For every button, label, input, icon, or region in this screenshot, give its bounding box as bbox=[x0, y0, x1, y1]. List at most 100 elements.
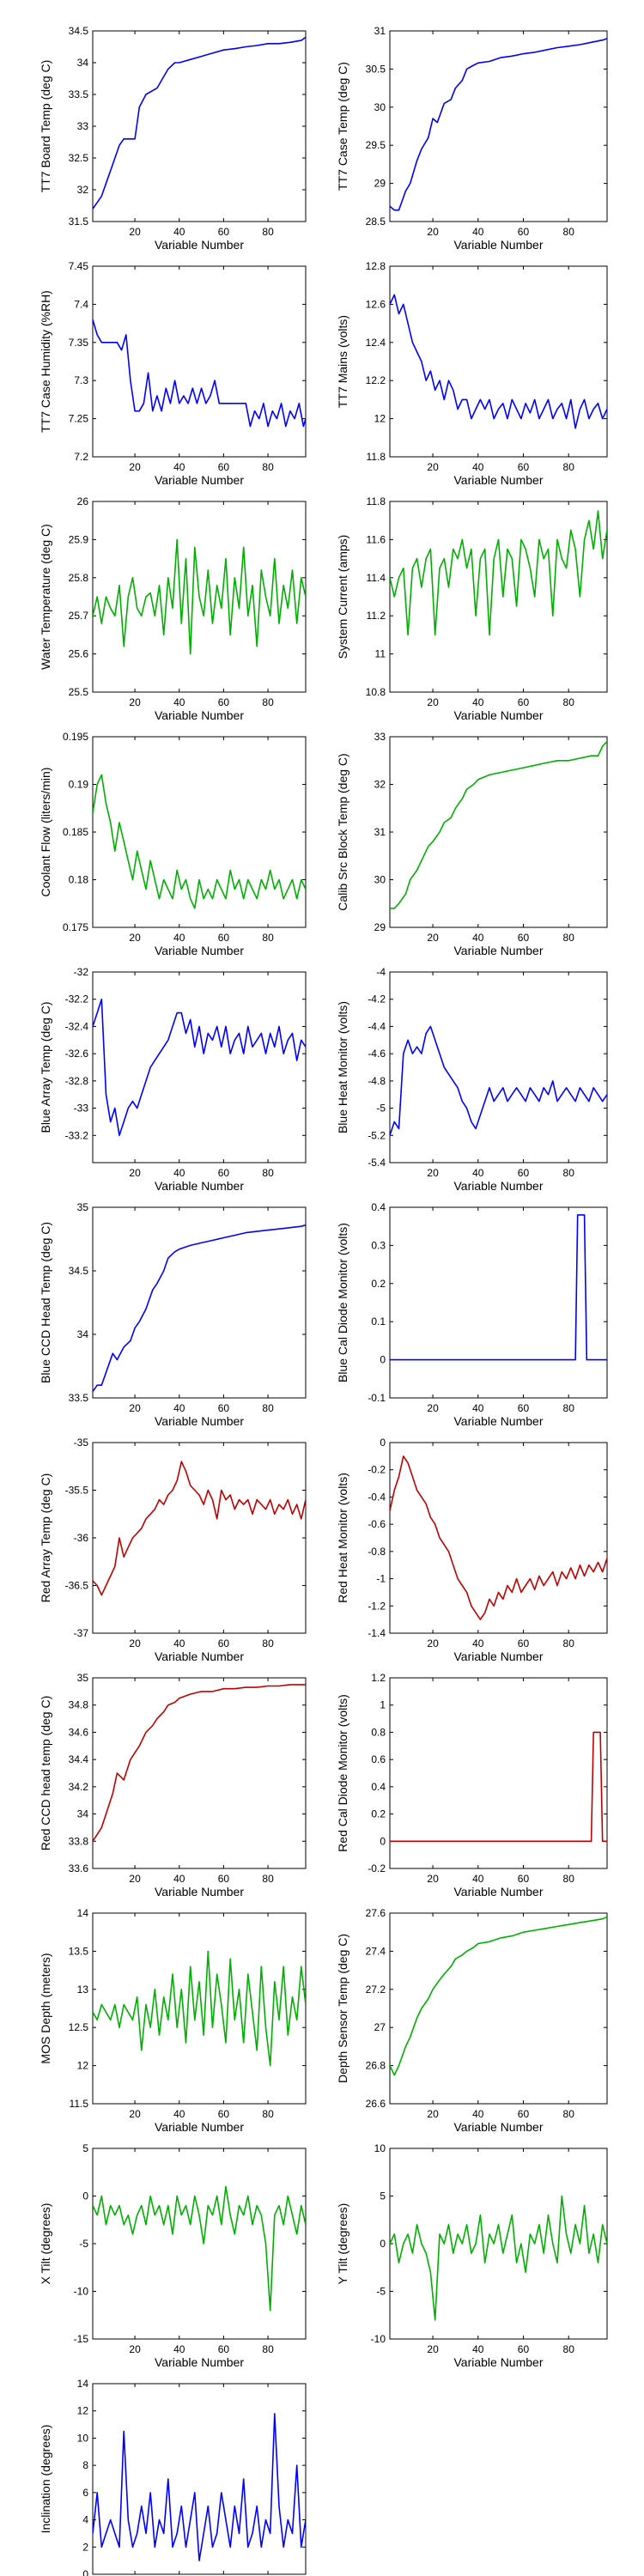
x-tick-label: 80 bbox=[563, 1167, 575, 1179]
plot-frame bbox=[389, 736, 608, 928]
y-tick-label: 2 bbox=[82, 2541, 88, 2553]
x-axis-title: Variable Number bbox=[155, 708, 244, 722]
y-tick-label: 7.35 bbox=[69, 337, 89, 349]
plot-frame bbox=[389, 2148, 608, 2340]
x-tick-label: 20 bbox=[427, 461, 439, 473]
y-tick-label: 31 bbox=[374, 826, 386, 838]
x-tick-label: 40 bbox=[472, 2108, 484, 2120]
x-tick-label: 20 bbox=[129, 1873, 141, 1885]
y-tick-label: 12.8 bbox=[366, 260, 386, 272]
y-tick-label: 28.5 bbox=[366, 216, 386, 228]
y-tick-label: 26 bbox=[77, 495, 89, 507]
y-tick-label: 12 bbox=[77, 2405, 89, 2417]
y-tick-label: 0.18 bbox=[69, 874, 89, 886]
x-tick-label: 60 bbox=[518, 1167, 530, 1179]
x-tick-label: 60 bbox=[518, 2108, 530, 2120]
y-tick-label: -0.2 bbox=[368, 1862, 386, 1874]
series-line bbox=[93, 2413, 306, 2561]
plot-frame bbox=[92, 265, 307, 458]
x-tick-label: 40 bbox=[472, 1873, 484, 1885]
y-tick-label: -0.8 bbox=[368, 1546, 386, 1558]
x-tick-label: 80 bbox=[563, 226, 575, 238]
y-tick-label: -0.6 bbox=[368, 1518, 386, 1530]
x-axis-title: Variable Number bbox=[155, 2120, 244, 2134]
plot-frame bbox=[92, 1912, 307, 2105]
x-tick-label: 20 bbox=[129, 226, 141, 238]
y-tick-label: 33 bbox=[77, 120, 89, 132]
y-axis-title: Depth Sensor Temp (deg C) bbox=[336, 1934, 349, 2083]
y-axis-title: Red Heat Monitor (volts) bbox=[336, 1473, 349, 1603]
y-tick-label: 14 bbox=[77, 1907, 89, 1919]
y-axis-title: TT7 Case Humidity (%RH) bbox=[39, 290, 52, 433]
y-tick-label: 7.4 bbox=[74, 298, 88, 310]
x-axis-title: Variable Number bbox=[155, 944, 244, 957]
y-tick-label: 32 bbox=[77, 184, 89, 196]
y-tick-label: 31.5 bbox=[69, 216, 89, 228]
x-tick-label: 40 bbox=[173, 461, 185, 473]
y-tick-label: 34.8 bbox=[69, 1699, 89, 1711]
x-tick-label: 20 bbox=[129, 1402, 141, 1414]
chart-5: 20 40 60 80 10.8 11 11.2 11.4 11.6 11.8 Variable N… bbox=[336, 495, 608, 722]
y-tick-label: 0.2 bbox=[371, 1278, 386, 1290]
y-tick-label: 30.5 bbox=[366, 63, 386, 75]
series-line bbox=[93, 774, 306, 909]
y-tick-label: 34.2 bbox=[69, 1781, 89, 1793]
series-line bbox=[390, 510, 607, 636]
plot-frame bbox=[92, 1206, 307, 1399]
y-tick-label: 25.5 bbox=[69, 686, 89, 698]
y-tick-label: -4.6 bbox=[368, 1048, 386, 1060]
y-tick-label: 11.6 bbox=[367, 533, 386, 545]
y-tick-label: -32 bbox=[74, 966, 89, 978]
x-axis-title: Variable Number bbox=[155, 1885, 244, 1899]
x-tick-label: 40 bbox=[173, 696, 185, 708]
plot-frame bbox=[389, 971, 608, 1163]
series-line bbox=[390, 38, 607, 211]
y-axis-title: Water Temperature (deg C) bbox=[39, 524, 52, 670]
x-tick-label: 80 bbox=[563, 1637, 575, 1649]
x-tick-label: 80 bbox=[262, 932, 274, 944]
y-tick-label: 12.2 bbox=[366, 374, 386, 386]
y-tick-label: -32.6 bbox=[65, 1048, 89, 1060]
y-tick-label: -4.4 bbox=[368, 1020, 386, 1032]
y-tick-label: 0.185 bbox=[63, 826, 88, 838]
y-tick-label: 35 bbox=[77, 1672, 89, 1684]
x-axis-title: Variable Number bbox=[453, 1885, 543, 1899]
x-tick-label: 20 bbox=[427, 696, 439, 708]
y-tick-label: 34 bbox=[77, 1808, 89, 1820]
x-tick-label: 60 bbox=[518, 932, 530, 944]
chart-11: 20 40 60 80 -0.1 0 0.1 0.2 0.3 0.4 Variable Number… bbox=[336, 1201, 608, 1428]
y-tick-label: -32.2 bbox=[65, 993, 89, 1005]
x-tick-label: 60 bbox=[218, 226, 230, 238]
plot-frame bbox=[92, 1442, 307, 1634]
x-tick-label: 60 bbox=[218, 1873, 230, 1885]
y-axis-title: Blue Array Temp (deg C) bbox=[39, 1001, 52, 1133]
plot-frame bbox=[389, 1912, 608, 2105]
y-axis-title: Coolant Flow (liters/min) bbox=[39, 768, 52, 897]
y-axis-title: TT7 Case Temp (deg C) bbox=[336, 62, 349, 191]
chart-17: 20 40 60 80 26.6 26.8 27 27.2 27.4 27.6 Variable N… bbox=[336, 1907, 608, 2134]
x-tick-label: 20 bbox=[129, 1167, 141, 1179]
x-axis-title: Variable Number bbox=[453, 2355, 543, 2369]
y-tick-label: 13.5 bbox=[69, 1945, 89, 1957]
x-tick-label: 40 bbox=[173, 1167, 185, 1179]
y-tick-label: 7.25 bbox=[69, 413, 89, 425]
plot-frame bbox=[92, 1677, 307, 1869]
x-tick-label: 80 bbox=[262, 1873, 274, 1885]
y-tick-label: 11 bbox=[375, 648, 386, 660]
y-tick-label: 25.6 bbox=[69, 648, 89, 660]
y-tick-label: -1.2 bbox=[368, 1600, 386, 1612]
y-tick-label: 31 bbox=[374, 25, 386, 37]
chart-4: 20 40 60 80 25.5 25.6 25.7 25.8 25.9 26 Variable N… bbox=[39, 495, 307, 722]
x-axis-title: Variable Number bbox=[155, 1179, 244, 1193]
series-line bbox=[93, 1950, 306, 2067]
y-tick-label: 25.7 bbox=[69, 610, 89, 622]
x-axis-title: Variable Number bbox=[453, 2120, 543, 2134]
y-tick-label: 11.2 bbox=[367, 610, 386, 622]
x-tick-label: 60 bbox=[218, 1167, 230, 1179]
series-line bbox=[390, 1455, 607, 1620]
y-tick-label: -36 bbox=[74, 1532, 89, 1544]
y-tick-label: 0.4 bbox=[371, 1201, 386, 1213]
y-tick-label: -35 bbox=[74, 1437, 89, 1449]
series-line bbox=[93, 319, 306, 428]
y-tick-label: 10 bbox=[374, 2142, 386, 2154]
